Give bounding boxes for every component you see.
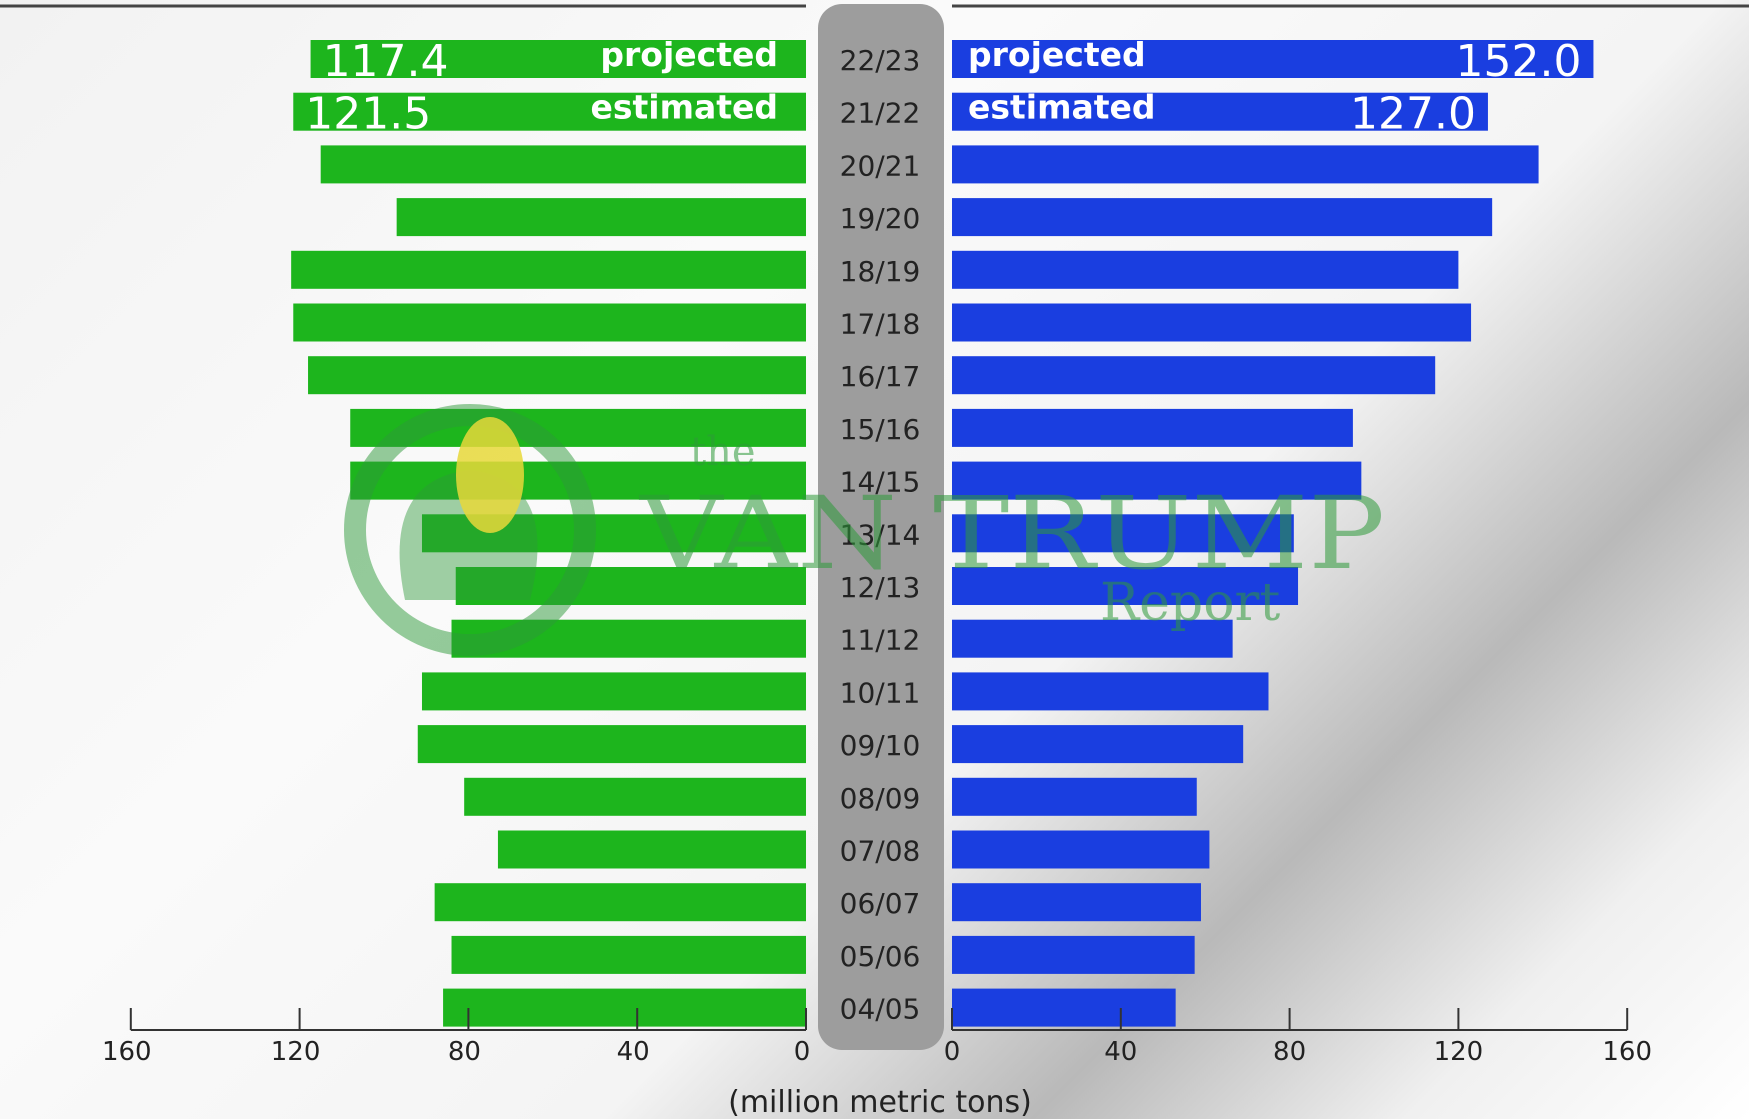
bar-left-21-22 xyxy=(293,92,806,131)
bar-left-07-08 xyxy=(497,830,806,869)
category-label: 19/20 xyxy=(840,202,921,235)
bar-value-label: 121.5 xyxy=(305,89,431,140)
bar-left-08-09 xyxy=(464,777,806,816)
category-label: 06/07 xyxy=(840,887,921,920)
bar-right-16-17 xyxy=(952,356,1436,395)
category-label: 11/12 xyxy=(840,624,921,657)
right-series-bars xyxy=(952,40,1594,1027)
bar-left-17-18 xyxy=(293,303,806,342)
bar-right-06-07 xyxy=(952,883,1201,922)
right-x-axis: 0 40 80 120 160 xyxy=(944,1008,1652,1067)
left-axis-tick-label: 160 xyxy=(102,1037,152,1067)
bar-right-11-12 xyxy=(952,619,1233,658)
bar-left-18-19 xyxy=(291,250,806,289)
bar-right-13-14 xyxy=(952,514,1294,553)
category-label: 21/22 xyxy=(840,97,921,130)
category-label: 17/18 xyxy=(840,308,921,341)
bar-right-05-06 xyxy=(952,935,1195,974)
right-axis-tick-label: 160 xyxy=(1602,1037,1652,1067)
bar-value-label: 152.0 xyxy=(1455,36,1581,87)
bar-right-17-18 xyxy=(952,303,1472,342)
bar-right-10-11 xyxy=(952,672,1269,711)
bar-right-07-08 xyxy=(952,830,1210,869)
category-band xyxy=(818,4,944,1050)
watermark-line2: VAN TRUMP xyxy=(639,475,1385,592)
corn-cob-icon xyxy=(456,417,524,533)
bar-left-12-13 xyxy=(455,567,806,605)
bar-right-20-21 xyxy=(952,145,1539,184)
category-label: 15/16 xyxy=(840,413,921,446)
category-label: 07/08 xyxy=(840,835,921,868)
bar-right-04-05 xyxy=(952,988,1176,1027)
category-label: 18/19 xyxy=(840,255,921,288)
right-axis-tick-label: 40 xyxy=(1104,1037,1137,1067)
bar-right-18-19 xyxy=(952,250,1459,289)
bar-left-09-10 xyxy=(417,725,806,764)
left-axis-tick-label: 0 xyxy=(794,1037,811,1067)
watermark-line3: Report xyxy=(1100,573,1280,633)
right-axis-tick-label: 80 xyxy=(1273,1037,1306,1067)
category-label: 08/09 xyxy=(840,782,921,815)
left-axis-tick-label: 40 xyxy=(617,1037,650,1067)
category-label: 14/15 xyxy=(840,466,921,499)
bar-tag-label: projected xyxy=(600,35,778,74)
category-label: 13/14 xyxy=(840,518,921,551)
left-axis-tick-label: 120 xyxy=(271,1037,321,1067)
bar-left-19-20 xyxy=(396,198,806,237)
watermark-line1: the xyxy=(690,429,756,475)
left-series-bars xyxy=(291,40,806,1027)
bar-right-19-20 xyxy=(952,198,1493,237)
category-label: 04/05 xyxy=(840,993,921,1026)
watermark-ring-icon xyxy=(344,404,596,656)
category-label: 05/06 xyxy=(840,940,921,973)
category-label: 16/17 xyxy=(840,360,921,393)
bar-tag-label: estimated xyxy=(968,88,1156,127)
category-label: 12/13 xyxy=(840,571,921,604)
category-labels: 22/23 21/22 20/21 19/20 18/19 17/18 16/17 15/16… xyxy=(840,44,921,1026)
bar-right-21-22 xyxy=(952,92,1488,131)
x-axis-title: (million metric tons) xyxy=(728,1085,1032,1119)
right-axis-tick-label: 0 xyxy=(944,1037,961,1067)
bar-left-05-06 xyxy=(451,935,806,974)
bar-right-22-23 xyxy=(952,40,1594,78)
category-label: 10/11 xyxy=(840,676,921,709)
bar-left-06-07 xyxy=(434,883,806,922)
category-label: 09/10 xyxy=(840,729,921,762)
bar-right-08-09 xyxy=(952,777,1197,816)
bar-left-10-11 xyxy=(421,672,806,711)
bar-left-22-23 xyxy=(310,40,806,78)
category-label: 20/21 xyxy=(840,149,921,182)
bar-left-20-21 xyxy=(320,145,806,184)
bar-right-14-15 xyxy=(952,461,1362,500)
bar-left-04-05 xyxy=(443,988,806,1027)
bar-right-15-16 xyxy=(952,408,1353,447)
category-label: 22/23 xyxy=(840,44,921,77)
bar-value-label: 117.4 xyxy=(323,36,449,87)
left-x-axis: 160 120 80 40 0 xyxy=(102,1008,810,1067)
bar-value-label: 127.0 xyxy=(1350,89,1476,140)
left-axis-tick-label: 80 xyxy=(448,1037,481,1067)
bar-right-09-10 xyxy=(952,725,1244,764)
bar-annotations: 117.4 projected 121.5 estimated projected 152… xyxy=(305,35,1581,140)
bar-left-16-17 xyxy=(308,356,806,395)
watermark: the VAN TRUMP Report xyxy=(344,404,1385,656)
bar-tag-label: projected xyxy=(968,35,1146,74)
bar-tag-label: estimated xyxy=(590,88,778,127)
right-axis-tick-label: 120 xyxy=(1434,1037,1484,1067)
bar-right-12-13 xyxy=(952,567,1299,605)
